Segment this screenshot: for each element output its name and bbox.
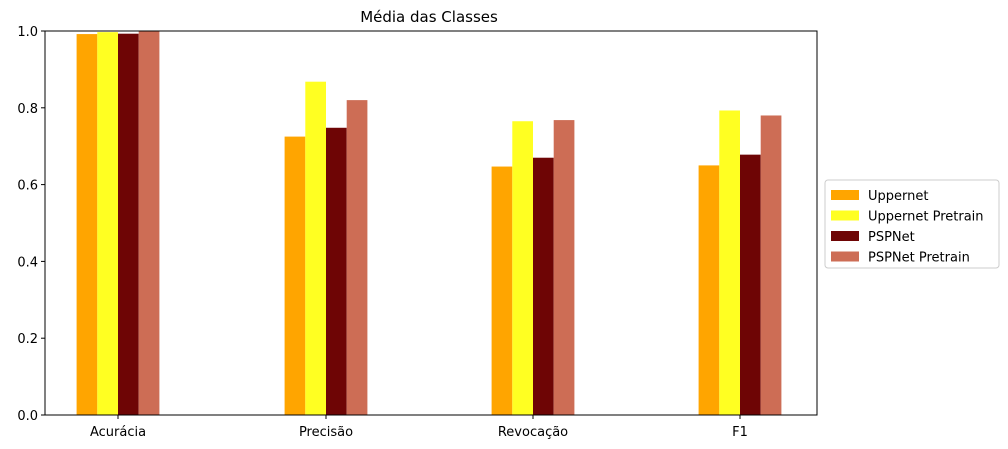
bar-0-0 xyxy=(76,34,98,415)
bar-0-2 xyxy=(118,33,139,415)
y-tick-label: 0.6 xyxy=(17,179,38,194)
legend-label: PSPNet Pretrain xyxy=(868,251,970,266)
x-tick-label: F1 xyxy=(732,425,748,440)
bar-2-1 xyxy=(512,121,533,416)
y-axis: 0.0 0.2 0.4 0.6 0.8 1.0 xyxy=(17,25,45,424)
bar-3-0 xyxy=(698,165,720,415)
bar-3-3 xyxy=(760,115,782,415)
bar-1-0 xyxy=(284,136,306,415)
y-tick-label: 1.0 xyxy=(17,25,38,40)
legend-swatch xyxy=(831,210,859,221)
y-tick-label: 0.0 xyxy=(17,409,38,424)
bar-1-3 xyxy=(346,100,368,416)
bar-2-0 xyxy=(491,166,513,415)
bar-2-3 xyxy=(553,120,575,415)
plot-frame xyxy=(44,30,818,416)
bar-0-1 xyxy=(97,32,118,416)
x-axis: Acurácia Precisão Revocação F1 xyxy=(90,415,748,440)
bar-1-1 xyxy=(305,81,326,415)
legend-swatch xyxy=(831,190,859,200)
legend: Uppernet Uppernet Pretrain PSPNet PSPNet Pr… xyxy=(824,179,1000,269)
y-tick-label: 0.4 xyxy=(17,255,38,270)
legend-label: Uppernet xyxy=(868,189,928,204)
y-tick-label: 0.8 xyxy=(17,102,38,117)
legend-swatch xyxy=(831,251,859,262)
bars-layer xyxy=(76,31,782,416)
legend-label: PSPNet xyxy=(868,230,915,245)
y-tick-label: 0.2 xyxy=(17,332,38,347)
x-tick-label: Revocação xyxy=(498,425,568,440)
bar-2-2 xyxy=(533,157,554,415)
bar-3-1 xyxy=(719,110,740,416)
legend-label: Uppernet Pretrain xyxy=(868,210,984,225)
bar-0-3 xyxy=(138,31,160,415)
legend-box xyxy=(824,179,1000,269)
x-tick-label: Acurácia xyxy=(90,425,146,440)
legend-swatch xyxy=(831,231,859,241)
chart-title: Média das Classes xyxy=(360,8,498,26)
bar-1-2 xyxy=(326,127,347,416)
bar-3-2 xyxy=(740,154,761,415)
x-tick-label: Precisão xyxy=(299,425,353,440)
